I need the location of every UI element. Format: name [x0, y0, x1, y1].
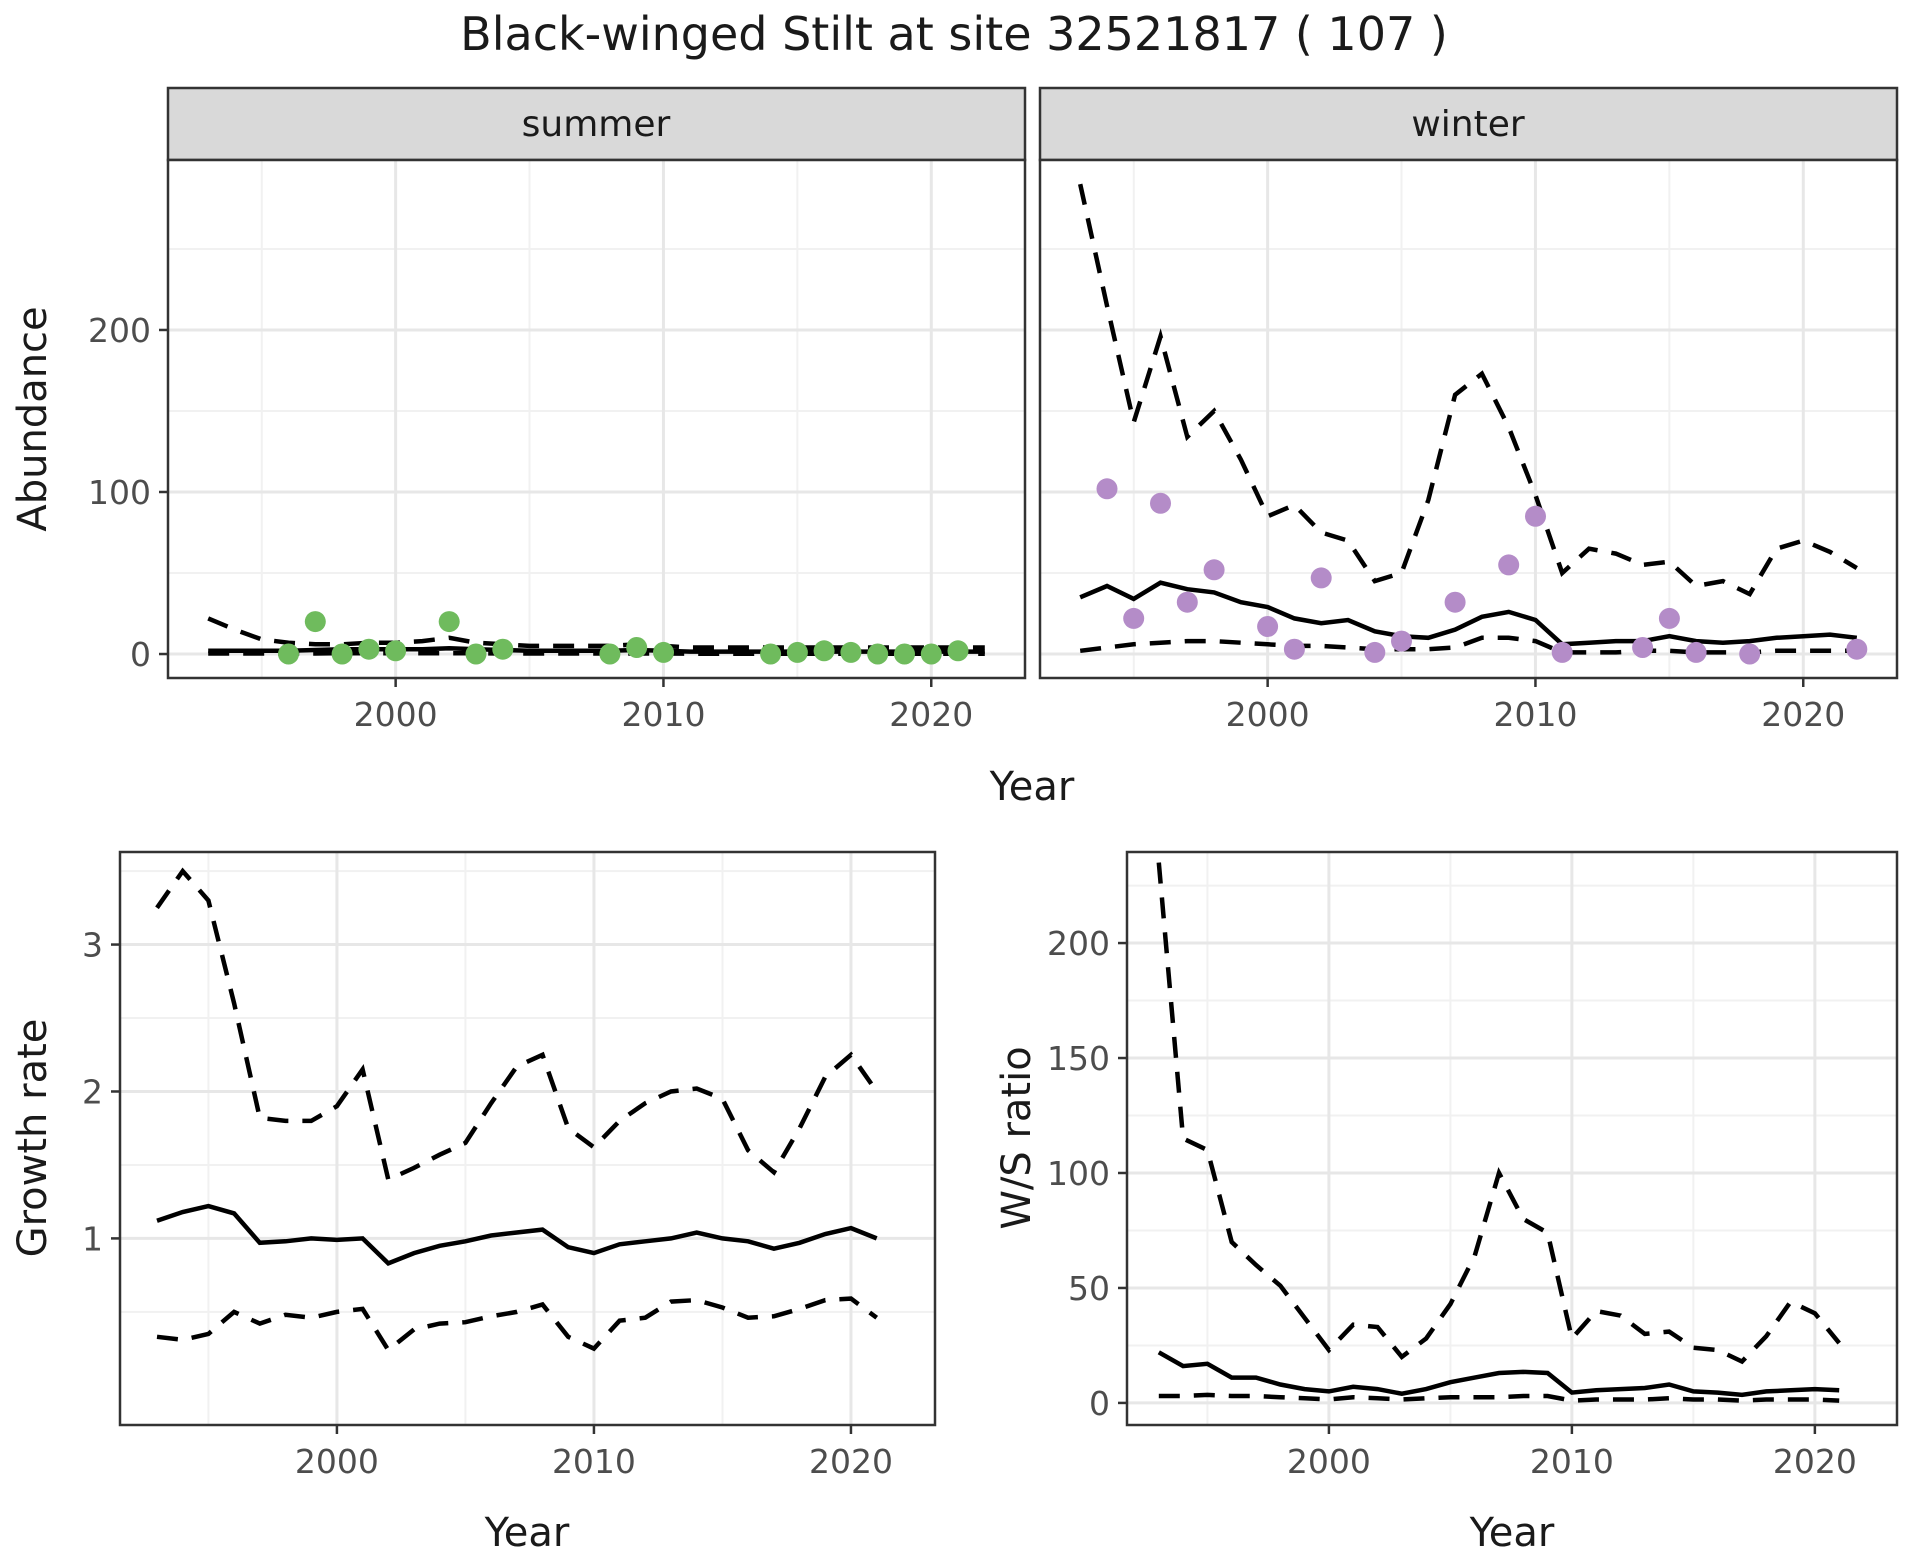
x-tick-label: 2020 [809, 1442, 893, 1481]
y-tick-label: 150 [1047, 1039, 1110, 1078]
x-tick-label: 2000 [354, 695, 438, 734]
x-tick-label: 2010 [552, 1442, 636, 1481]
y-tick-label: 100 [1047, 1154, 1110, 1193]
abundance-winter-point [1391, 630, 1412, 652]
abundance-summer-point [653, 641, 674, 663]
panel-bg [1127, 852, 1897, 1425]
abundance-summer-point [626, 637, 648, 658]
y-axis-title-growth: Growth rate [10, 1019, 56, 1258]
strip-rect-summer [166, 86, 1027, 162]
y-tick-label: 1 [82, 1219, 103, 1258]
abundance-summer-point [840, 641, 862, 663]
panel-abundance-winter: 2000 2010 2020 [1038, 158, 1899, 734]
growth-lower-ci-line [156, 1296, 879, 1354]
abundance-winter-point [1364, 641, 1386, 663]
abundance-summer-point [947, 640, 969, 662]
abundance-summer-point [385, 640, 407, 662]
abundance-winter-point [1123, 607, 1145, 629]
ws-upper-ci-line [1156, 862, 1841, 1365]
abundance-winter-point [1283, 638, 1305, 660]
abundance-summer-point [760, 643, 782, 665]
strip-rect-winter [1038, 86, 1899, 162]
panel-border [1125, 850, 1899, 1427]
panel-bg [168, 160, 1025, 678]
x-tick-label: 2010 [1493, 695, 1577, 734]
x-tick-label: 2000 [1226, 695, 1310, 734]
abundance-winter-upper-ci-line [1078, 183, 1858, 598]
y-axis-title-abundance: Abundance [10, 306, 56, 531]
panel-ws: 2000 2010 2020 0 50 100 150 200 [1047, 850, 1899, 1481]
panel-bg [1040, 160, 1897, 678]
panel-border [166, 158, 1027, 680]
abundance-winter-point [1632, 637, 1654, 658]
ws-mean-line [1157, 1350, 1840, 1398]
facet-strip-winter: winter [1038, 86, 1899, 162]
panel-border [1038, 158, 1899, 680]
ws-lower-ci-line [1158, 1392, 1840, 1403]
abundance-winter-point [1658, 607, 1680, 629]
abundance-summer-point [358, 638, 380, 660]
abundance-winter-point [1310, 567, 1332, 589]
y-tick-label: 100 [88, 473, 151, 512]
abundance-summer-point [438, 611, 460, 633]
abundance-summer-point [894, 643, 915, 665]
abundance-summer-point [920, 643, 942, 665]
abundance-winter-point [1685, 641, 1707, 663]
x-tick-label: 2010 [1530, 1442, 1614, 1481]
abundance-winter-lower-ci-line [1079, 635, 1857, 655]
abundance-summer-point [786, 641, 808, 663]
y-tick-label: 0 [1089, 1384, 1110, 1423]
x-axis-title-growth: Year [484, 1510, 570, 1556]
x-tick-label: 2000 [1287, 1442, 1371, 1481]
chart-title: Black-winged Stilt at site 32521817 ( 10… [460, 7, 1448, 61]
abundance-winter-point [1846, 638, 1868, 660]
abundance-summer-point [331, 643, 353, 665]
abundance-summer-point [304, 611, 326, 633]
growth-upper-ci-line [155, 867, 879, 1183]
y-tick-label: 200 [1047, 924, 1110, 963]
x-tick-label: 2020 [1761, 695, 1845, 734]
panel-abundance-summer: 2000 2010 2020 0 100 200 [88, 158, 1027, 734]
abundance-winter-point [1498, 554, 1520, 576]
y-tick-label: 50 [1068, 1269, 1110, 1308]
abundance-summer-point [867, 643, 889, 665]
y-tick-label: 0 [130, 635, 151, 674]
facet-strip-summer: summer [166, 86, 1027, 162]
abundance-summer-point [278, 643, 299, 665]
y-axis-title-ws: W/S ratio [994, 1046, 1040, 1229]
strip-label-winter: winter [1411, 104, 1525, 145]
abundance-winter-point [1203, 559, 1225, 581]
x-tick-label: 2020 [1773, 1442, 1857, 1481]
x-axis-title-ws: Year [1469, 1510, 1555, 1556]
x-tick-label: 2020 [889, 695, 973, 734]
strip-label-summer: summer [522, 104, 671, 145]
abundance-winter-point [1176, 591, 1198, 613]
panel-border [118, 850, 937, 1427]
abundance-summer-point [599, 643, 621, 665]
y-tick-label: 3 [82, 926, 103, 965]
abundance-winter-point [1739, 643, 1761, 665]
abundance-winter-point [1257, 616, 1279, 637]
growth-mean-line [156, 1203, 878, 1267]
panel-growth: 2000 2010 2020 1 2 3 [82, 850, 937, 1481]
abundance-winter-point [1444, 591, 1466, 613]
abundance-winter-point [1150, 492, 1171, 514]
abundance-summer-upper-ci-line [207, 616, 985, 650]
abundance-winter-mean-line [1079, 580, 1858, 647]
panel-bg [120, 852, 935, 1425]
abundance-summer-point [813, 640, 835, 662]
abundance-summer-point [492, 638, 514, 660]
y-tick-label: 2 [82, 1072, 103, 1111]
x-tick-label: 2000 [295, 1442, 379, 1481]
x-tick-label: 2010 [621, 695, 705, 734]
abundance-summer-point [465, 643, 487, 665]
y-tick-label: 200 [88, 311, 151, 350]
x-axis-title-top: Year [989, 764, 1075, 810]
abundance-winter-point [1551, 641, 1573, 663]
abundance-winter-point [1096, 478, 1118, 500]
abundance-winter-point [1525, 505, 1546, 527]
